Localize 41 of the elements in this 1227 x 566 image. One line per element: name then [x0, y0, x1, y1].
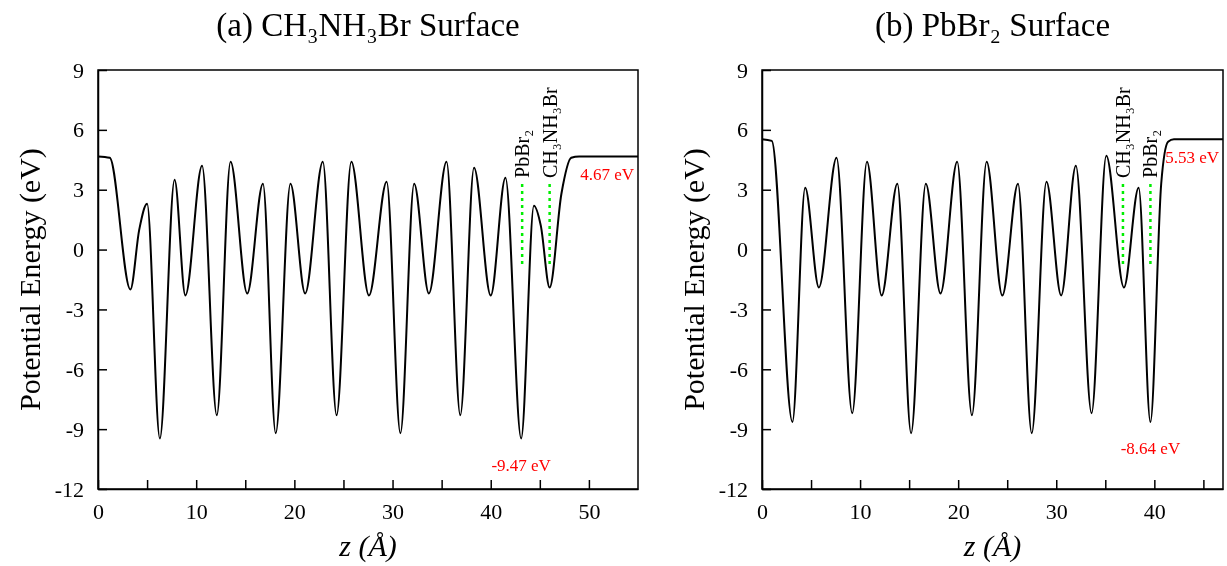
x-axis-title: z (Å): [962, 529, 1022, 563]
y-tick-label: 9: [737, 57, 748, 83]
y-tick-label: -3: [65, 296, 84, 322]
y-tick-label: -12: [54, 476, 84, 502]
x-tick-label: 10: [185, 498, 208, 524]
ref-line-label: PbBr₂: [1139, 129, 1162, 178]
x-tick-label: 0: [757, 498, 768, 524]
y-axis-title: Potential Energy (eV): [677, 148, 711, 411]
y-tick-label: -12: [718, 476, 748, 502]
x-tick-label: 10: [849, 498, 872, 524]
x-tick-label: 30: [1045, 498, 1068, 524]
x-tick-label: 40: [480, 498, 503, 524]
y-tick-label: 9: [73, 57, 84, 83]
y-tick-label: -6: [65, 356, 84, 382]
y-tick-label: -9: [65, 416, 84, 442]
annotation: -9.47 eV: [491, 455, 552, 475]
y-tick-label: 0: [737, 237, 748, 263]
x-tick-label: 20: [947, 498, 970, 524]
chart-title: (b) PbBr₂ Surface: [874, 7, 1111, 44]
x-tick-label: 0: [93, 498, 104, 524]
y-axis-title: Potential Energy (eV): [13, 148, 47, 411]
y-tick-label: 6: [737, 117, 748, 143]
y-tick-label: 6: [73, 117, 84, 143]
annotation: 5.53 eV: [1165, 148, 1220, 168]
annotation: -8.64 eV: [1120, 438, 1181, 458]
y-tick-label: -3: [729, 296, 748, 322]
y-tick-label: 0: [73, 237, 84, 263]
y-tick-label: -9: [729, 416, 748, 442]
y-tick-label: 3: [73, 177, 84, 203]
ref-line-label: PbBr₂: [511, 129, 534, 178]
ref-line-label: CH₃NH₃Br: [1111, 87, 1134, 178]
annotation: 4.67 eV: [580, 165, 635, 185]
x-tick-label: 20: [283, 498, 306, 524]
x-tick-label: 30: [382, 498, 405, 524]
ref-line-label: CH₃NH₃Br: [538, 87, 561, 178]
x-axis-title: z (Å): [338, 529, 397, 563]
y-tick-label: -6: [729, 356, 748, 382]
x-tick-label: 50: [578, 498, 601, 524]
chart-title: (a) CH₃NH₃Br Surface: [216, 7, 520, 44]
y-tick-label: 3: [737, 177, 748, 203]
x-tick-label: 40: [1143, 498, 1166, 524]
